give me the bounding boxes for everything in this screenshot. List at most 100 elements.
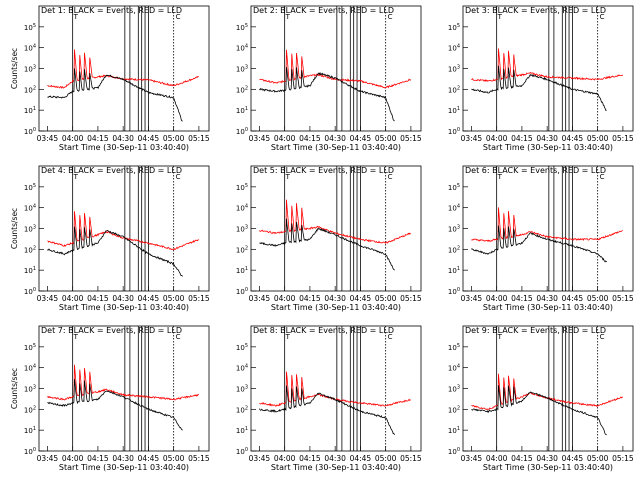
y-tick-label: 102 (236, 85, 248, 94)
marker-label: T (285, 13, 291, 21)
chart-title: Det 4: BLACK = Events, RED = LLD (41, 166, 182, 175)
y-tick-label: 102 (24, 245, 36, 254)
plot-frame (462, 5, 634, 132)
y-tick-label: 102 (448, 245, 460, 254)
y-tick-label: 100 (236, 127, 248, 136)
y-tick-label: 105 (24, 183, 36, 192)
series-lld-line (47, 49, 200, 89)
x-tick-label: 04:00 (274, 134, 296, 143)
x-axis-title: Start Time (30-Sep-11 03:40:40) (271, 303, 401, 312)
x-tick-label: 04:30 (536, 134, 558, 143)
y-tick-label: 101 (236, 426, 248, 435)
marker-label: C (176, 333, 181, 341)
marker-label: T (285, 173, 291, 181)
y-tick-label: 103 (448, 65, 460, 74)
series-events-line (47, 68, 183, 122)
y-tick-label: 105 (236, 343, 248, 352)
y-tick-label: 104 (236, 204, 248, 213)
x-tick-label: 04:15 (299, 134, 321, 143)
y-tick-label: 103 (448, 385, 460, 394)
x-tick-label: 04:45 (138, 294, 160, 303)
x-tick-label: 03:45 (461, 294, 483, 303)
x-tick-label: 04:00 (486, 454, 508, 463)
x-tick-label: 04:15 (511, 134, 533, 143)
marker-label: C (176, 173, 181, 181)
x-tick-label: 04:15 (87, 134, 109, 143)
x-tick-label: 05:00 (375, 454, 397, 463)
x-tick-label: 04:00 (486, 294, 508, 303)
marker-label: C (600, 333, 605, 341)
y-tick-label: 105 (24, 343, 36, 352)
y-tick-label: 103 (24, 385, 36, 394)
x-tick-label: 04:30 (112, 454, 134, 463)
x-tick-label: 04:15 (87, 294, 109, 303)
y-tick-label: 101 (24, 426, 36, 435)
x-tick-label: 04:45 (562, 134, 584, 143)
y-tick-label: 100 (236, 447, 248, 456)
series-lld-line (471, 48, 624, 82)
plot-frame (462, 325, 634, 452)
chart-title: Det 5: BLACK = Events, RED = LLD (253, 166, 394, 175)
y-tick-label: 104 (24, 364, 36, 373)
x-tick-label: 04:15 (511, 294, 533, 303)
y-tick-label: 104 (448, 44, 460, 53)
x-tick-label: 04:45 (138, 454, 160, 463)
marker-label: T (497, 13, 503, 21)
series-events-line (47, 226, 183, 277)
x-axis-title: Start Time (30-Sep-11 03:40:40) (483, 463, 613, 472)
panel-det-8: Det 8: BLACK = Events, RED = LLD 100 101 10… (236, 325, 422, 472)
y-axis-title: Counts/sec (10, 208, 19, 249)
marker-label: T (497, 333, 503, 341)
plot-frame (38, 325, 210, 452)
series-events-line (259, 385, 396, 436)
x-tick-label: 04:45 (562, 454, 584, 463)
x-tick-label: 04:45 (562, 294, 584, 303)
x-tick-label: 04:00 (274, 294, 296, 303)
x-tick-label: 04:45 (350, 294, 372, 303)
x-tick-label: 05:00 (375, 294, 397, 303)
x-tick-label: 04:00 (274, 454, 296, 463)
x-axis-title: Start Time (30-Sep-11 03:40:40) (59, 143, 189, 152)
y-tick-label: 105 (448, 343, 460, 352)
y-tick-label: 103 (236, 65, 248, 74)
x-tick-label: 05:00 (163, 454, 185, 463)
y-tick-label: 101 (24, 106, 36, 115)
x-tick-label: 05:00 (587, 134, 609, 143)
y-tick-label: 102 (24, 85, 36, 94)
y-tick-label: 104 (236, 364, 248, 373)
series-lld-line (259, 371, 411, 407)
y-tick-label: 102 (448, 85, 460, 94)
series-events-line (471, 385, 607, 436)
marker-label: T (73, 173, 79, 181)
panel-det-4: Det 4: BLACK = Events, RED = LLD 100 101 10… (10, 165, 210, 312)
series-events-line (259, 218, 395, 271)
x-tick-label: 04:30 (536, 294, 558, 303)
panel-det-1: Det 1: BLACK = Events, RED = LLD 100 101 10… (10, 5, 210, 152)
panel-det-2: Det 2: BLACK = Events, RED = LLD 100 101 10… (236, 5, 422, 152)
x-tick-label: 05:00 (163, 294, 185, 303)
series-events-line (471, 65, 607, 111)
marker-label: C (388, 333, 393, 341)
marker-label: C (388, 173, 393, 181)
y-tick-label: 101 (236, 266, 248, 275)
x-tick-label: 04:30 (112, 294, 134, 303)
chart-title: Det 1: BLACK = Events, RED = LLD (41, 6, 182, 15)
y-tick-label: 100 (448, 287, 460, 296)
y-tick-label: 103 (448, 225, 460, 234)
panel-det-6: Det 6: BLACK = Events, RED = LLD 100 101 10… (448, 165, 634, 312)
x-tick-label: 05:15 (612, 134, 634, 143)
chart-title: Det 6: BLACK = Events, RED = LLD (465, 166, 606, 175)
series-lld-line (471, 373, 623, 411)
x-tick-label: 05:15 (400, 134, 422, 143)
series-lld-line (47, 364, 199, 401)
y-tick-label: 100 (24, 287, 36, 296)
y-tick-label: 104 (448, 204, 460, 213)
x-tick-label: 04:00 (486, 134, 508, 143)
x-tick-label: 05:15 (612, 454, 634, 463)
y-axis-title: Counts/sec (10, 48, 19, 89)
panel-det-9: Det 9: BLACK = Events, RED = LLD 100 101 10… (448, 325, 634, 472)
chart-title: Det 2: BLACK = Events, RED = LLD (253, 6, 394, 15)
y-tick-label: 102 (236, 245, 248, 254)
y-tick-label: 104 (24, 44, 36, 53)
y-tick-label: 105 (236, 183, 248, 192)
